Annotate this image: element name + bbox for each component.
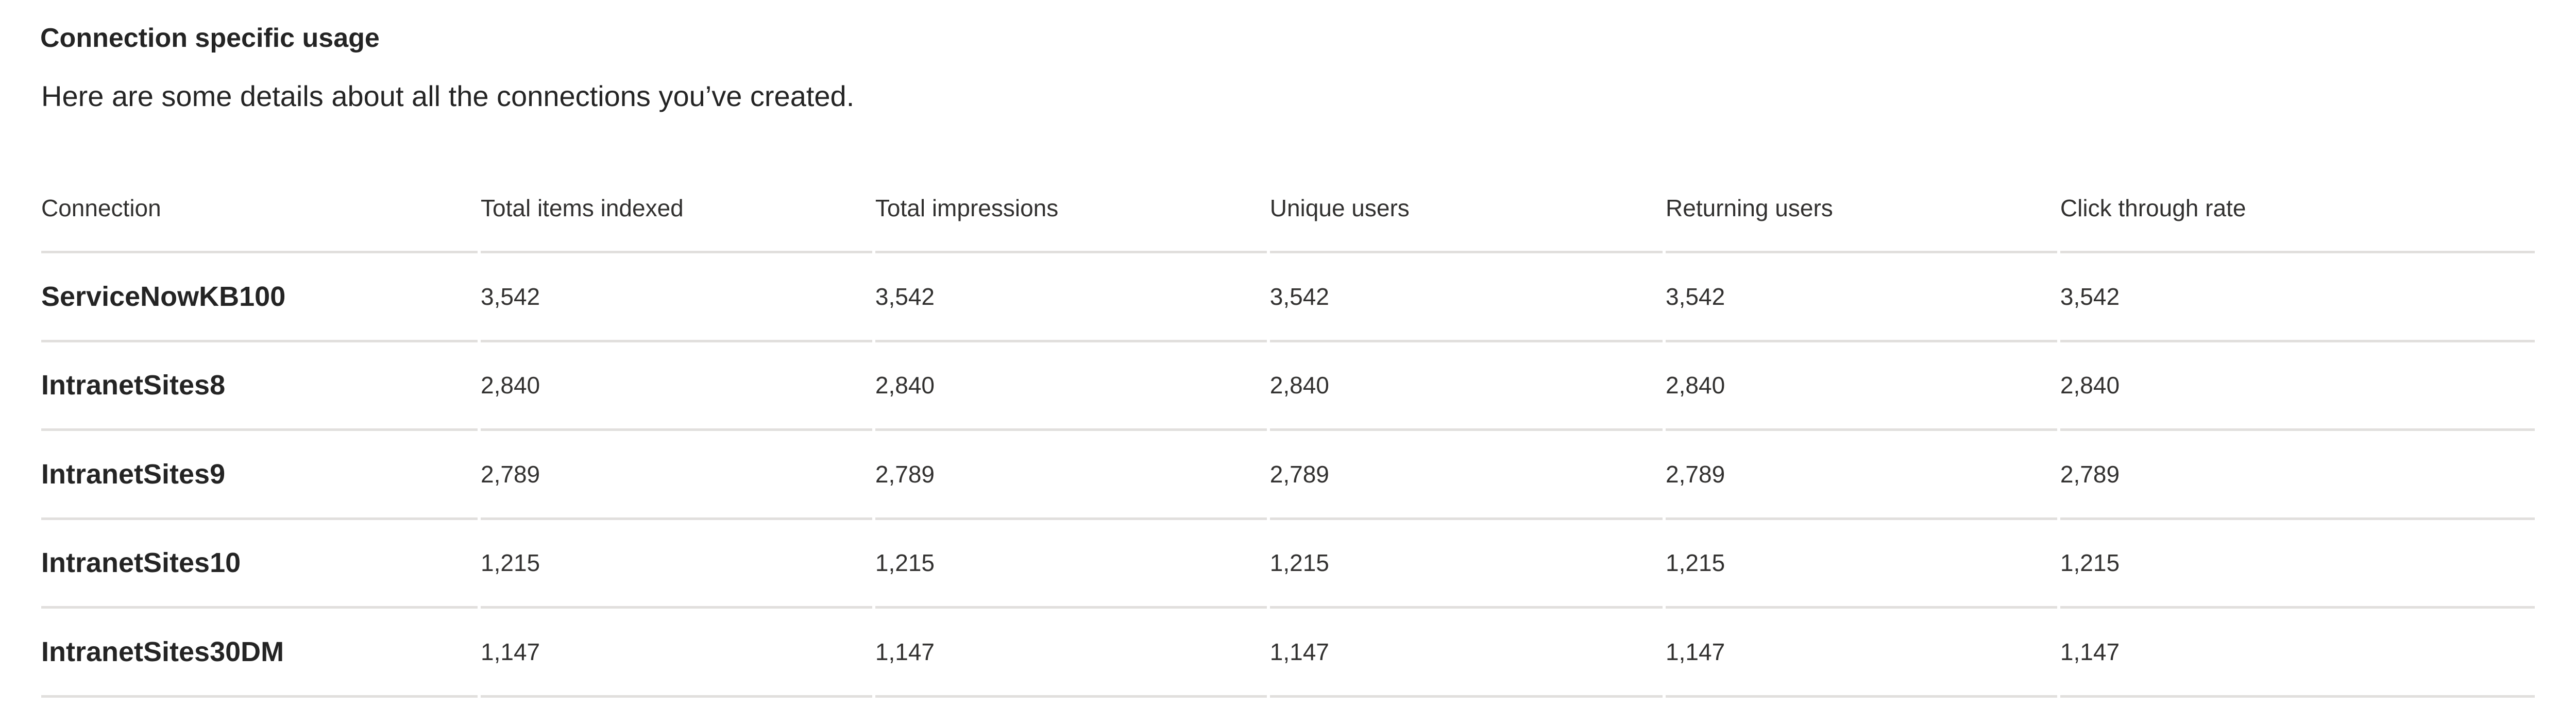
table-body: ServiceNowKB100 3,542 3,542 3,542 3,542 3,542… (41, 253, 2535, 698)
cell-total-impressions: 1,215 (875, 520, 1267, 609)
cell-click-through-rate: 1,215 (2060, 520, 2535, 609)
cell-unique-users: 1,215 (1269, 520, 1663, 609)
table-row[interactable]: IntranetSites30DM 1,147 1,147 1,147 1,147 1,1… (41, 609, 2535, 698)
cell-total-items-indexed: 1,215 (481, 520, 872, 609)
cell-click-through-rate: 2,789 (2060, 431, 2535, 520)
cell-unique-users: 1,147 (1269, 609, 1663, 698)
cell-total-items-indexed: 1,147 (481, 609, 872, 698)
cell-unique-users: 2,789 (1269, 431, 1663, 520)
table-row[interactable]: IntranetSites9 2,789 2,789 2,789 2,789 2,789 (41, 431, 2535, 520)
connections-table: Connection Total items indexed Total imp… (41, 165, 2535, 698)
cell-returning-users: 1,147 (1666, 609, 2057, 698)
cell-click-through-rate: 3,542 (2060, 253, 2535, 342)
table-header-row: Connection Total items indexed Total imp… (41, 165, 2535, 253)
cell-total-impressions: 2,840 (875, 342, 1267, 431)
table-row[interactable]: ServiceNowKB100 3,542 3,542 3,542 3,542 3,542 (41, 253, 2535, 342)
column-header-total-items-indexed[interactable]: Total items indexed (481, 165, 872, 253)
table-row[interactable]: IntranetSites8 2,840 2,840 2,840 2,840 2,840 (41, 342, 2535, 431)
cell-connection-name[interactable]: IntranetSites9 (41, 431, 478, 520)
cell-total-impressions: 3,542 (875, 253, 1267, 342)
section-subtitle: Here are some details about all the conn… (41, 80, 855, 112)
table-row[interactable]: IntranetSites10 1,215 1,215 1,215 1,215 1,215 (41, 520, 2535, 609)
cell-connection-name[interactable]: IntranetSites30DM (41, 609, 478, 698)
column-header-total-impressions[interactable]: Total impressions (875, 165, 1267, 253)
cell-click-through-rate: 2,840 (2060, 342, 2535, 431)
cell-connection-name[interactable]: IntranetSites8 (41, 342, 478, 431)
cell-connection-name[interactable]: ServiceNowKB100 (41, 253, 478, 342)
cell-unique-users: 2,840 (1269, 342, 1663, 431)
cell-total-items-indexed: 2,840 (481, 342, 872, 431)
column-header-returning-users[interactable]: Returning users (1666, 165, 2057, 253)
cell-returning-users: 2,840 (1666, 342, 2057, 431)
cell-unique-users: 3,542 (1269, 253, 1663, 342)
column-header-unique-users[interactable]: Unique users (1269, 165, 1663, 253)
cell-total-impressions: 2,789 (875, 431, 1267, 520)
cell-returning-users: 3,542 (1666, 253, 2057, 342)
cell-returning-users: 2,789 (1666, 431, 2057, 520)
cell-connection-name[interactable]: IntranetSites10 (41, 520, 478, 609)
column-header-click-through-rate[interactable]: Click through rate (2060, 165, 2535, 253)
cell-total-items-indexed: 3,542 (481, 253, 872, 342)
section-title: Connection specific usage (40, 23, 380, 53)
cell-total-impressions: 1,147 (875, 609, 1267, 698)
cell-total-items-indexed: 2,789 (481, 431, 872, 520)
cell-returning-users: 1,215 (1666, 520, 2057, 609)
cell-click-through-rate: 1,147 (2060, 609, 2535, 698)
column-header-connection[interactable]: Connection (41, 165, 478, 253)
